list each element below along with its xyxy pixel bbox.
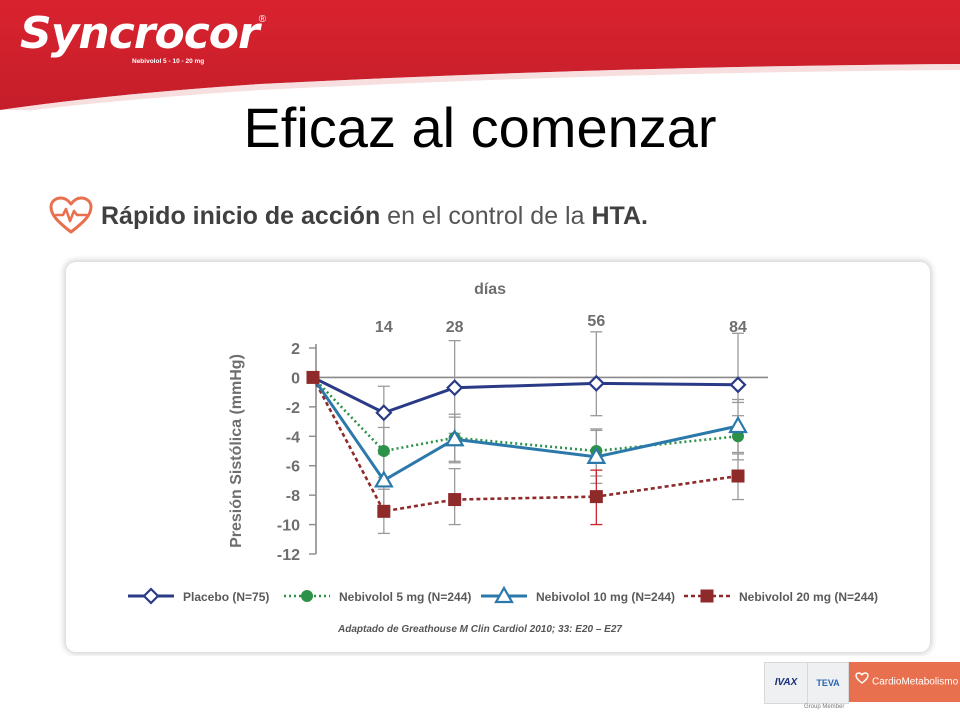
source-note: Adaptado de Greathouse M Clin Cardiol 20… [338,624,622,635]
data-point [589,490,603,504]
cardio-label: CardioMetabolismo [872,676,959,688]
legend-marker [494,585,514,604]
data-point [586,446,607,464]
chart-card: 2 0 -2 -4 -6 -8 -10 -12 14 28 56 84 días Presión Sist… [66,262,930,652]
subtitle-normal: en el control de la [380,202,592,230]
brand-name: Syncrocor [20,8,260,59]
subtitle: Rápido inicio de acción en el control de… [101,202,648,231]
x-tick-label: 84 [729,319,747,336]
line-chart: 2 0 -2 -4 -6 -8 -10 -12 14 28 56 84 días Presión Sist… [128,281,878,605]
registered-mark: ® [258,14,267,25]
y-axis-title: Presión Sistólica (mmHg) [228,354,245,548]
legend-marker [700,589,714,603]
legend-marker [301,590,313,602]
subtitle-bold-2: HTA. [591,202,648,230]
y-tick-label: 2 [291,341,300,358]
y-tick-label: -12 [277,547,300,564]
heart-icon [855,662,869,702]
data-point [377,445,390,457]
teva-logo: TEVA [807,662,849,704]
y-tick-label: -10 [277,518,300,535]
data-point [444,429,465,447]
series-line-3 [311,376,739,513]
x-tick-label: 14 [375,319,393,336]
data-point [373,470,394,488]
x-tick-label: 56 [587,313,605,330]
page-title: Eficaz al comenzar [243,96,717,159]
data-point [728,415,748,434]
data-point [377,504,391,518]
group-member-label: Group Member [804,704,845,710]
series-line-2 [311,376,739,483]
data-point [446,379,464,397]
data-point [448,493,462,507]
legend-label: Nebivolol 5 mg (N=244) [339,590,471,604]
data-point [731,469,745,483]
y-tick-label: -6 [286,459,300,476]
y-tick-label: 0 [291,370,300,387]
cardio-metabolismo-badge: CardioMetabolismo [849,662,960,702]
data-point [375,404,393,422]
x-tick-label: 28 [446,319,464,336]
data-point-origin [306,370,320,384]
legend-label: Nebivolol 10 mg (N=244) [536,590,675,604]
series-line-0 [312,376,739,415]
subtitle-bold-1: Rápido inicio de acción [101,202,381,230]
legend-marker [142,587,160,605]
legend-label: Nebivolol 20 mg (N=244) [739,590,878,604]
ivax-logo: IVAX [764,662,808,704]
header-white-swoosh [0,64,960,110]
legend-label: Placebo (N=75) [183,590,269,604]
data-point [732,430,744,443]
y-tick-label: -8 [286,488,300,505]
brand-tagline: Nebivolol 5 - 10 - 20 mg [132,58,205,65]
data-point [587,374,605,392]
y-tick-label: -4 [286,429,300,446]
header-band [0,0,960,110]
data-point [729,376,747,394]
syncrocor-logo: Syncrocor® Nebivolol 5 - 10 - 20 mg [20,8,267,65]
y-tick-label: -2 [286,400,300,417]
heart-pulse-icon [49,196,93,234]
x-axis-title: días [474,281,506,298]
header-red-shape [0,0,960,110]
